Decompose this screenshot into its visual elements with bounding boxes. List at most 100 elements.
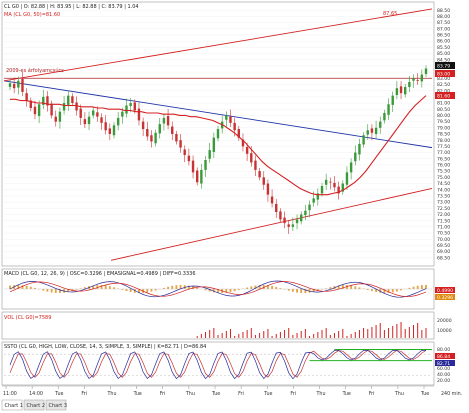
- chart-tab[interactable]: [23, 399, 45, 411]
- macd-hist-bar: [387, 289, 390, 293]
- ssto-tick-40: 40.00: [437, 372, 450, 378]
- candle-body: [92, 110, 95, 116]
- volume-bar: [296, 333, 298, 338]
- volume-bar: [250, 328, 252, 338]
- macd-hist-bar: [346, 285, 348, 289]
- macd-hist-bar: [113, 287, 115, 289]
- macd-hist-bar: [408, 287, 411, 289]
- y-tick-label: 79.50: [437, 119, 450, 125]
- macd-hist-bar: [262, 284, 265, 289]
- candle-body: [175, 134, 178, 142]
- volume-bar: [309, 336, 311, 338]
- volume-label: VOL (CL G0)=7589: [4, 315, 51, 321]
- candle-body: [324, 179, 328, 185]
- macd-hist-bar: [420, 285, 423, 289]
- macd-hist-bar: [267, 285, 269, 289]
- volume-bar: [279, 332, 281, 338]
- ssto-tick-80: 80.00: [437, 347, 450, 353]
- trendline: [110, 188, 433, 261]
- ma-badge: 81.60: [435, 92, 455, 100]
- macd-hist-bar: [50, 289, 53, 293]
- candle-body: [112, 125, 116, 136]
- candle-body: [33, 106, 37, 115]
- ssto-tick-20: 20.00: [437, 378, 450, 384]
- macd-hist-bar: [237, 289, 240, 291]
- macd-hist-bar: [42, 289, 45, 291]
- time-tick-label: 11:00: [3, 391, 17, 397]
- macd-osc-value: 0.3296: [437, 295, 453, 301]
- volume-bar: [329, 335, 331, 338]
- macd-hist-bar: [21, 285, 24, 289]
- volume-bar: [421, 330, 423, 338]
- macd-hist-bar: [208, 289, 211, 292]
- volume-bar: [392, 326, 394, 338]
- macd-hist-bar: [254, 285, 257, 289]
- volume-bar: [413, 325, 415, 338]
- candle-body: [279, 211, 282, 220]
- macd-hist-bar: [175, 285, 178, 289]
- candle-body: [387, 104, 390, 115]
- y-tick-label: 77.00: [437, 150, 450, 156]
- candle-body: [358, 143, 361, 155]
- candle-body: [225, 115, 228, 120]
- trendline: [3, 8, 433, 82]
- macd-hist-bar: [9, 285, 11, 289]
- macd-hist-bar: [225, 289, 228, 293]
- y-tick-label: 80.00: [437, 113, 450, 119]
- candle-body: [21, 78, 24, 92]
- volume-bar: [246, 330, 248, 338]
- chart-tab-label: Chart 3: [49, 403, 68, 409]
- volume-bar: [367, 329, 369, 338]
- candle-body: [191, 160, 195, 173]
- chart-tab[interactable]: [1, 399, 23, 411]
- volume-bar: [358, 330, 360, 338]
- y-tick-label: 75.00: [437, 175, 450, 181]
- macd-hist-bar: [179, 284, 182, 289]
- macd-hist-bar: [341, 284, 344, 289]
- candle-body: [8, 83, 12, 87]
- candle-body: [300, 214, 303, 222]
- y-tick-label: 68.50: [437, 255, 450, 261]
- ssto-k-value: 82.71: [437, 361, 450, 367]
- candle-body: [83, 119, 87, 125]
- y-tick-label: 87.00: [437, 26, 450, 32]
- candle-body: [25, 93, 28, 101]
- macd-hist-bar: [383, 289, 386, 294]
- macd-hist-bar: [212, 289, 215, 293]
- candle-body: [150, 135, 153, 142]
- candle-body: [262, 177, 265, 185]
- macd-hist-bar: [425, 284, 427, 289]
- macd-badge-signal: 0.4990: [435, 287, 455, 294]
- candle-body: [50, 103, 53, 116]
- candle-body: [187, 155, 191, 162]
- macd-hist-bar: [25, 285, 28, 289]
- candle-body: [125, 105, 128, 114]
- chart-tab[interactable]: [45, 399, 67, 411]
- y-tick-label: 77.50: [437, 144, 450, 150]
- candle-body: [295, 219, 299, 224]
- volume-bar: [371, 327, 373, 338]
- stochastic-label: SSTO (CL G0, HIGH, LOW, CLOSE, 14, 3, SI…: [4, 344, 206, 350]
- macd-hist-bar: [350, 285, 353, 289]
- candle-body: [37, 104, 41, 117]
- candle-body: [308, 204, 311, 211]
- candle-body: [171, 126, 174, 134]
- time-units: 240 min.: [441, 391, 462, 397]
- macd-hist-bar: [329, 287, 332, 289]
- candle-body: [12, 83, 16, 89]
- volume-bar: [400, 322, 402, 338]
- candle-body: [146, 129, 149, 137]
- candle-body: [329, 181, 332, 183]
- candle-body: [374, 127, 378, 134]
- volume-bar: [375, 325, 377, 338]
- time-tick-label: Tue: [342, 391, 351, 397]
- volume-bar: [221, 333, 223, 338]
- volume-bar: [238, 334, 240, 338]
- y-tick-label: 78.50: [437, 132, 450, 138]
- macd-hist-bar: [287, 289, 290, 291]
- upper-channel-value: 87.65: [383, 11, 397, 17]
- macd-hist-bar: [108, 286, 111, 289]
- volume-panel[interactable]: [1, 311, 435, 340]
